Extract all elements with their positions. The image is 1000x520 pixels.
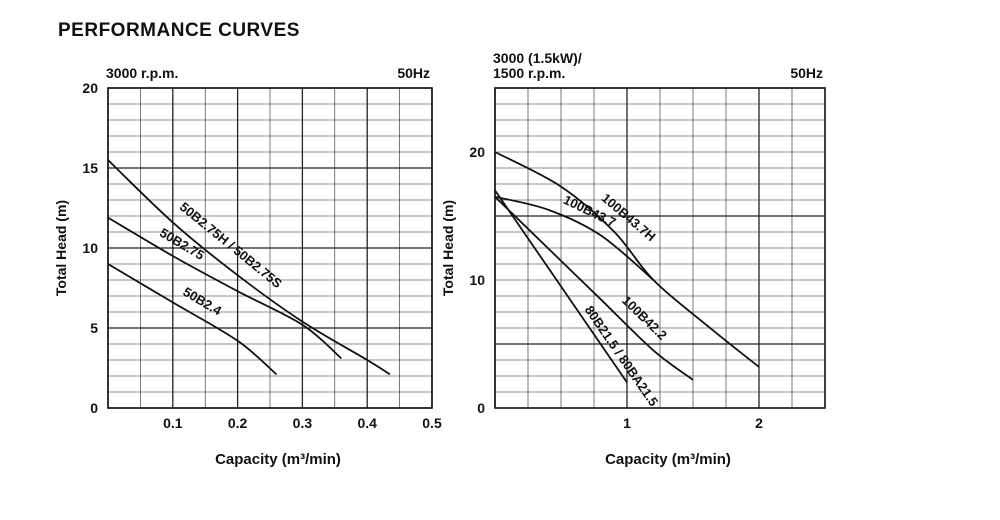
series-line [494,151,760,368]
y-axis-label: Total Head (m) [440,200,456,296]
x-tick-label: 0.2 [228,415,248,431]
series-label: 50B2.4 [180,284,224,319]
page-title: PERFORMANCE CURVES [58,20,300,41]
x-tick-label: 0.5 [422,415,442,431]
y-tick-label: 20 [469,144,485,160]
x-tick-label: 1 [623,415,631,431]
y-axis-label: Total Head (m) [53,200,69,296]
series-line [107,216,342,360]
y-tick-label: 10 [82,240,98,256]
series-line [494,196,694,381]
frequency-label: 50Hz [397,65,430,81]
series-line [107,263,278,376]
y-tick-label: 10 [469,272,485,288]
x-axis-label: Capacity (m³/min) [605,451,731,468]
series-line [494,189,628,383]
y-tick-label: 15 [82,160,98,176]
grid [494,87,826,409]
series-line [494,195,654,281]
frequency-label: 50Hz [790,65,823,81]
x-tick-label: 0.3 [293,415,313,431]
x-tick-label: 0.4 [357,415,377,431]
speed-label-line: 3000 r.p.m. [106,65,178,81]
series-line [107,159,391,376]
y-tick-label: 0 [90,400,98,416]
speed-label: 3000 (1.5kW)/1500 r.p.m. [493,50,582,81]
plot-frame [107,87,433,409]
chart-3000-1500rpm: 3000 (1.5kW)/1500 r.p.m. 50Hz 0 10 20 1 2 Capac… [440,50,826,468]
grid [107,87,433,409]
y-tick-label: 5 [90,320,98,336]
chart-3000rpm: 3000 r.p.m. 50Hz 0 5 10 15 20 0.1 0.2 0.3 0.4 0.5 Ca… [53,65,442,468]
speed-label: 3000 r.p.m. [106,65,178,81]
plot-frame [494,87,826,409]
y-tick-label: 20 [82,80,98,96]
x-tick-label: 2 [755,415,763,431]
speed-label-line: 3000 (1.5kW)/ [493,50,582,66]
y-tick-label: 0 [477,400,485,416]
x-axis-label: Capacity (m³/min) [215,451,341,468]
speed-label-line: 1500 r.p.m. [493,65,565,81]
x-tick-label: 0.1 [163,415,183,431]
